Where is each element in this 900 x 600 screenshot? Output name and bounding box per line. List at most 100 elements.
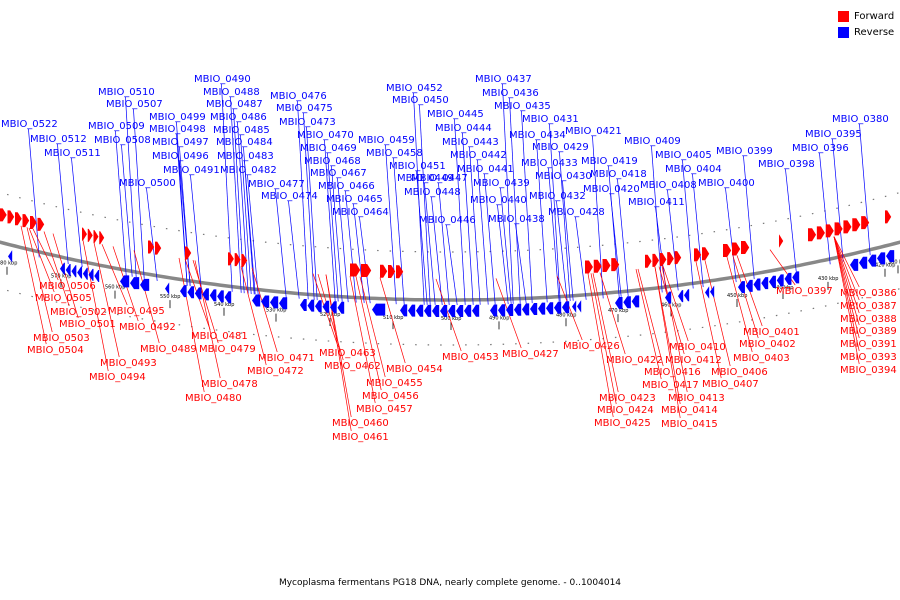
reverse-gene-arrow	[217, 290, 224, 303]
forward-gene-arrow	[732, 242, 741, 256]
forward-gene-label: MBIO_0412	[665, 355, 722, 366]
forward-gene-arrow	[22, 214, 30, 228]
reverse-gene-arrow	[868, 254, 877, 267]
reverse-leader-line	[549, 123, 561, 302]
reverse-leader-line	[237, 121, 249, 294]
forward-leader-line	[133, 250, 160, 344]
reverse-leader-line	[146, 187, 158, 282]
forward-gene-label: MBIO_0410	[669, 342, 726, 353]
reverse-leader-line	[497, 204, 509, 305]
reverse-leader-line	[438, 182, 450, 306]
forward-gene-label: MBIO_0426	[563, 341, 620, 352]
reverse-leader-line	[133, 108, 145, 279]
reverse-gene-arrow	[88, 268, 94, 281]
forward-leader-line	[599, 272, 626, 355]
axis-tick-label: 470 kbp	[608, 308, 628, 314]
reverse-gene-arrow	[472, 304, 480, 317]
reverse-gene-label: MBIO_0500	[119, 178, 176, 189]
reverse-gene-label: MBIO_0436	[482, 88, 539, 99]
reverse-leader-line	[682, 159, 694, 289]
reverse-gene-arrow	[506, 303, 514, 316]
forward-gene-label: MBIO_0388	[840, 314, 897, 325]
forward-gene-label: MBIO_0463	[319, 348, 376, 359]
reverse-gene-label: MBIO_0470	[297, 130, 354, 141]
forward-leader-line	[833, 236, 860, 352]
forward-gene-arrow	[0, 208, 7, 222]
axis-tick-label: 430 kbp	[818, 276, 838, 282]
reverse-gene-arrow	[665, 291, 672, 304]
gene-arrows	[0, 208, 895, 317]
reverse-gene-arrow	[71, 265, 77, 278]
reverse-gene-arrow	[77, 266, 83, 279]
forward-gene-label: MBIO_0478	[201, 379, 258, 390]
forward-gene-label: MBIO_0393	[840, 352, 897, 363]
forward-leader-line	[726, 256, 753, 353]
reverse-gene-arrow	[623, 296, 631, 309]
forward-leader-line	[732, 255, 759, 339]
reverse-leader-line	[592, 135, 604, 299]
reverse-leader-line	[484, 173, 496, 305]
forward-gene-label: MBIO_0461	[332, 432, 389, 443]
reverse-gene-label: MBIO_0435	[494, 101, 551, 112]
reverse-gene-arrow	[464, 304, 472, 317]
forward-leader-line	[379, 277, 406, 364]
reverse-leader-line	[667, 189, 679, 291]
reverse-leader-line	[393, 157, 405, 305]
reverse-gene-arrow	[372, 303, 386, 316]
reverse-gene-label: MBIO_0467	[310, 168, 367, 179]
reverse-gene-arrow	[631, 295, 640, 308]
forward-leader-line	[359, 276, 386, 378]
reverse-gene-label: MBIO_0445	[427, 109, 484, 120]
reverse-gene-label: MBIO_0400	[698, 178, 755, 189]
reverse-gene-arrow	[209, 289, 217, 302]
reverse-leader-line	[385, 144, 397, 305]
reverse-gene-label: MBIO_0418	[590, 169, 647, 180]
gene-labels: MBIO_0380MBIO_0395MBIO_0396MBIO_0398MBIO…	[1, 74, 897, 443]
forward-gene-label: MBIO_0502	[50, 307, 107, 318]
reverse-gene-arrow	[684, 289, 690, 302]
reverse-gene-arrow	[337, 301, 345, 314]
reverse-gene-label: MBIO_0447	[411, 173, 468, 184]
reverse-gene-arrow	[738, 281, 745, 294]
forward-leader-line	[833, 236, 860, 288]
reverse-gene-label: MBIO_0421	[565, 126, 622, 137]
forward-leader-line	[28, 227, 55, 293]
reverse-gene-arrow	[538, 302, 546, 315]
reverse-leader-line	[692, 173, 704, 288]
reverse-gene-arrow	[300, 299, 307, 312]
forward-gene-label: MBIO_0402	[739, 339, 796, 350]
reverse-leader-line	[509, 97, 521, 304]
reverse-leader-line	[819, 152, 831, 265]
forward-gene-label: MBIO_0504	[27, 345, 84, 356]
reverse-leader-line	[359, 216, 371, 304]
forward-leader-line	[93, 242, 120, 358]
reverse-gene-arrow	[514, 303, 522, 316]
reverse-leader-line	[28, 128, 40, 258]
reverse-gene-label: MBIO_0468	[304, 156, 361, 167]
forward-gene-label: MBIO_0489	[140, 344, 197, 355]
forward-gene-label: MBIO_0453	[442, 352, 499, 363]
forward-leader-line	[658, 266, 685, 355]
reverse-gene-label: MBIO_0485	[213, 125, 270, 136]
legend-reverse-label: Reverse	[854, 26, 895, 38]
forward-gene-label: MBIO_0462	[324, 361, 381, 372]
reverse-leader-line	[288, 200, 300, 299]
reverse-gene-arrow	[202, 288, 209, 301]
forward-gene-arrow	[674, 251, 682, 265]
reverse-gene-label: MBIO_0498	[149, 124, 206, 135]
reverse-gene-label: MBIO_0459	[358, 135, 415, 146]
forward-gene-label: MBIO_0506	[39, 281, 96, 292]
reverse-gene-label: MBIO_0477	[248, 179, 305, 190]
legend-reverse: Reverse	[838, 24, 894, 40]
reverse-leader-line	[57, 143, 69, 265]
reverse-leader-line	[785, 168, 797, 272]
reverse-gene-label: MBIO_0395	[805, 129, 862, 140]
reverse-leader-line	[477, 159, 489, 305]
reverse-gene-label: MBIO_0476	[270, 91, 327, 102]
forward-gene-label: MBIO_0386	[840, 288, 897, 299]
reverse-gene-arrow	[572, 300, 577, 313]
reverse-leader-line	[562, 180, 574, 301]
forward-gene-arrow	[702, 247, 710, 261]
forward-gene-label: MBIO_0454	[386, 364, 443, 375]
